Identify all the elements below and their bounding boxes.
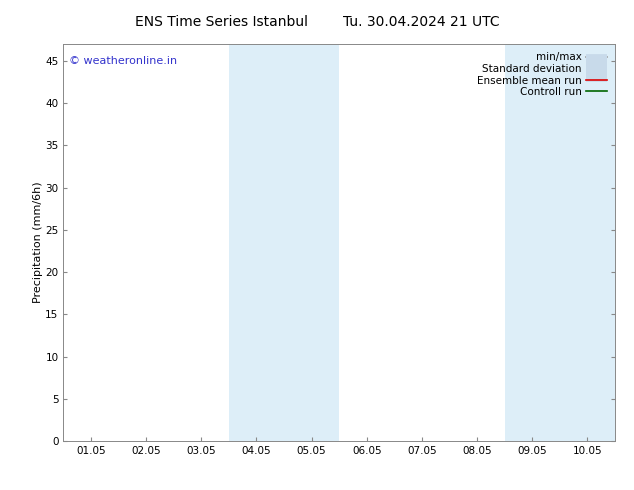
Bar	[505, 44, 615, 441]
Legend: min/max, Standard deviation, Ensemble mean run, Controll run: min/max, Standard deviation, Ensemble me…	[474, 49, 610, 100]
Y-axis label: Precipitation (mm/6h): Precipitation (mm/6h)	[32, 182, 42, 303]
Bar	[229, 44, 339, 441]
Text: ENS Time Series Istanbul        Tu. 30.04.2024 21 UTC: ENS Time Series Istanbul Tu. 30.04.2024 …	[134, 15, 500, 29]
Text: © weatheronline.in: © weatheronline.in	[69, 56, 177, 66]
